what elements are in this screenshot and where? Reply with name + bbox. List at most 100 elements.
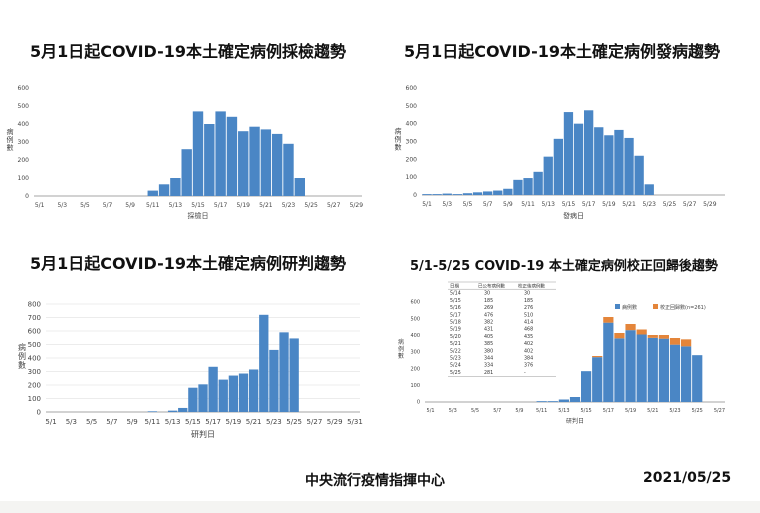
y-tick-label: 600 [406, 85, 418, 92]
title-backfill: 5/1-5/25 COVID-19 本土確定病例校正回歸後趨勢 [410, 259, 718, 274]
y-tick-label: 200 [28, 381, 41, 389]
x-tick-label: 5/31 [347, 418, 363, 426]
x-tick-label: 5/11 [521, 201, 535, 208]
y-tick-label: 600 [28, 327, 41, 335]
bar-correction [647, 335, 658, 338]
bar-cases [625, 330, 636, 402]
table-cell: 414 [524, 320, 533, 326]
bar [634, 155, 644, 195]
bar [604, 135, 614, 195]
x-tick-label: 5/19 [602, 201, 616, 208]
bar [238, 131, 249, 196]
table-cell: 5/18 [450, 320, 461, 326]
x-tick-label: 5/5 [471, 408, 479, 414]
bar-cases [614, 338, 625, 402]
bar-cases [669, 344, 681, 402]
x-tick-label: 5/29 [703, 201, 717, 208]
y-tick-label: 500 [410, 316, 420, 322]
y-tick-label: 400 [18, 121, 30, 128]
x-tick-label: 5/19 [625, 408, 636, 414]
table-header: 日期 [450, 284, 459, 290]
y-tick-label: 500 [28, 341, 41, 349]
table-cell: 385 [484, 341, 493, 347]
x-tick-label: 5/7 [493, 408, 501, 414]
table-cell: 30 [484, 291, 490, 297]
x-tick-label: 5/5 [463, 201, 473, 208]
table-cell: 468 [524, 327, 533, 333]
table-cell: 276 [524, 305, 533, 311]
x-tick-label: 5/1 [45, 418, 56, 426]
table-cell: 5/19 [450, 327, 461, 333]
x-tick-label: 5/11 [144, 418, 160, 426]
table-cell: 5/22 [450, 348, 461, 354]
x-tick-label: 5/3 [449, 408, 457, 414]
table-cell: - [524, 371, 526, 376]
y-axis-label: 病例數 [398, 338, 404, 360]
bar [533, 171, 543, 195]
table-cell: 5/17 [450, 312, 461, 318]
x-tick-label: 5/27 [683, 201, 697, 208]
table-cell: 435 [524, 334, 533, 340]
table-cell: 405 [484, 334, 493, 340]
x-tick-label: 5/29 [327, 418, 343, 426]
x-tick-label: 5/7 [483, 201, 493, 208]
bar-cases [569, 397, 581, 402]
x-tick-label: 5/17 [205, 418, 221, 426]
bar [543, 156, 553, 195]
bar-correction [592, 356, 603, 358]
bar [178, 407, 188, 412]
y-tick-label: 400 [410, 333, 420, 339]
bar [283, 143, 294, 196]
table-header: 已公布病例數 [478, 283, 505, 290]
table-cell: 281 [484, 370, 493, 376]
y-tick-label: 300 [410, 350, 420, 356]
y-tick-label: 700 [28, 314, 41, 322]
y-tick-label: 600 [18, 85, 30, 92]
bar [442, 193, 452, 195]
footer-date: 2021/05/25 [643, 470, 732, 486]
bar [584, 110, 594, 195]
x-tick-label: 5/23 [266, 418, 282, 426]
x-tick-label: 5/25 [663, 201, 677, 208]
bar [513, 179, 523, 195]
bar [226, 116, 238, 196]
x-tick-label: 5/13 [542, 201, 556, 208]
bar [147, 411, 158, 412]
x-tick-label: 5/17 [603, 408, 614, 414]
x-tick-label: 5/17 [582, 201, 596, 208]
table-cell: 5/25 [450, 370, 461, 376]
x-tick-label: 5/15 [191, 202, 205, 209]
x-tick-label: 5/27 [714, 408, 725, 414]
bar-correction [681, 339, 692, 347]
footer-organization: 中央流行疫情指揮中心 [305, 473, 445, 489]
table-cell: 431 [484, 327, 493, 333]
table-cell: 5/16 [450, 305, 461, 311]
y-tick-label: 400 [28, 354, 41, 362]
x-tick-label: 5/9 [126, 418, 137, 426]
bar-cases [658, 338, 669, 402]
bar [289, 338, 299, 412]
bottom-band [0, 501, 760, 513]
bar [218, 379, 228, 412]
bar [238, 373, 249, 412]
y-tick-label: 800 [28, 300, 41, 308]
y-tick-label: 200 [406, 156, 418, 163]
bar [279, 332, 289, 412]
bar-cases [692, 355, 703, 402]
bar [614, 129, 624, 195]
x-tick-label: 5/1 [35, 202, 45, 209]
x-tick-label: 5/1 [427, 408, 435, 414]
bar [644, 184, 654, 195]
table-cell: 376 [524, 363, 533, 369]
bar [158, 184, 170, 196]
chart-backfill: 0 100 200 300 400 500 600 病例數 5/1 5/3 5/5 5/7 5/9 5/1… [398, 281, 725, 425]
bar-correction [614, 333, 625, 339]
x-tick-label: 5/21 [647, 408, 658, 414]
bar [563, 112, 574, 195]
table-cell: 5/23 [450, 356, 461, 362]
table-cell: 384 [524, 356, 533, 362]
bar [594, 127, 604, 195]
y-tick-label: 600 [410, 300, 420, 306]
bar-cases [536, 401, 547, 402]
legend-label: 病例數 [622, 304, 637, 311]
